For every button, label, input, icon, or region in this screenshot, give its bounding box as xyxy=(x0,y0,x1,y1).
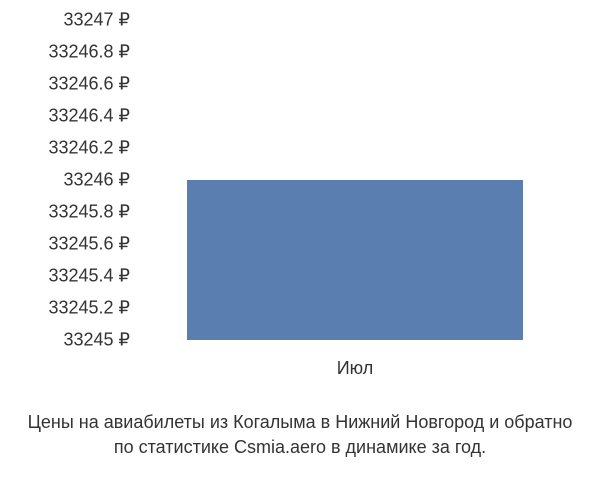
x-axis: Июл xyxy=(140,350,570,390)
y-tick-label: 33246.6 ₽ xyxy=(48,74,130,95)
chart-caption: Цены на авиабилеты из Когалыма в Нижний … xyxy=(0,410,600,460)
y-tick-label: 33245.8 ₽ xyxy=(48,202,130,223)
y-tick-label: 33245.4 ₽ xyxy=(48,266,130,287)
caption-line-2: по статистике Csmia.aero в динамике за г… xyxy=(5,435,595,460)
y-tick-label: 33246.4 ₽ xyxy=(48,106,130,127)
y-tick-label: 33246.8 ₽ xyxy=(48,42,130,63)
x-tick-label: Июл xyxy=(337,358,374,379)
y-tick-label: 33246 ₽ xyxy=(63,170,130,191)
price-chart: 33247 ₽ 33246.8 ₽ 33246.6 ₽ 33246.4 ₽ 33246.… xyxy=(0,0,600,500)
y-tick-label: 33247 ₽ xyxy=(63,10,130,31)
y-axis: 33247 ₽33246.8 ₽33246.6 ₽33246.4 ₽33246.… xyxy=(0,20,140,340)
y-tick-label: 33245 ₽ xyxy=(63,330,130,351)
bar xyxy=(187,180,522,340)
y-tick-label: 33246.2 ₽ xyxy=(48,138,130,159)
plot-area xyxy=(140,20,570,340)
caption-line-1: Цены на авиабилеты из Когалыма в Нижний … xyxy=(5,410,595,435)
y-tick-label: 33245.2 ₽ xyxy=(48,298,130,319)
y-tick-label: 33245.6 ₽ xyxy=(48,234,130,255)
